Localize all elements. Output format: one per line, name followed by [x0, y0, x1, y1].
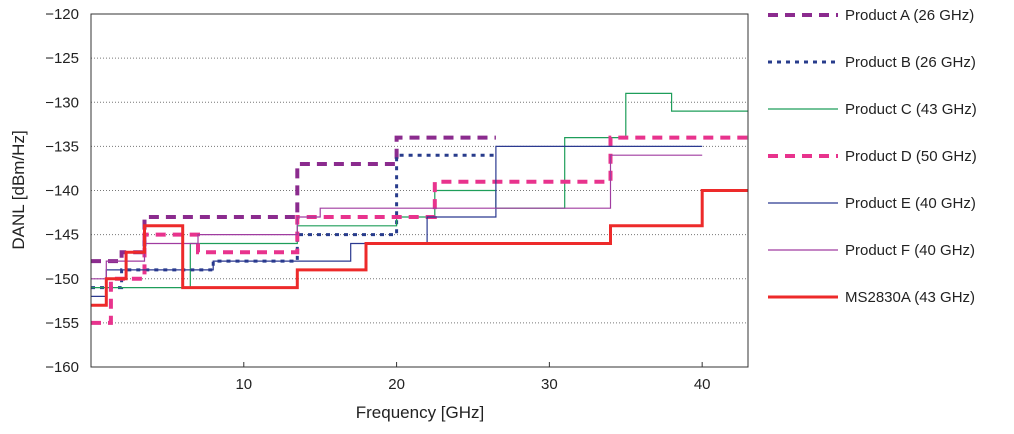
legend-label: MS2830A (43 GHz) — [845, 289, 975, 306]
y-tick-label: −135 — [45, 138, 79, 155]
legend-label: Product D (50 GHz) — [845, 148, 977, 165]
y-tick-label: −145 — [45, 227, 79, 244]
y-tick-label: −130 — [45, 94, 79, 111]
y-tick-label: −140 — [45, 183, 79, 200]
x-axis-title: Frequency [GHz] — [356, 403, 485, 422]
x-tick-labels: 10 20 30 40 — [235, 376, 710, 393]
x-tick-label: 40 — [694, 376, 711, 393]
legend-label: Product A (26 GHz) — [845, 7, 974, 24]
y-tick-label: −120 — [45, 6, 79, 23]
legend-label: Product F (40 GHz) — [845, 242, 975, 259]
legend-label: Product C (43 GHz) — [845, 101, 977, 118]
plot-frame — [90, 13, 749, 368]
legend: Product A (26 GHz) Product B (26 GHz) Prod… — [768, 7, 977, 306]
y-tick-label: −155 — [45, 315, 79, 332]
x-tick-label: 20 — [388, 376, 405, 393]
y-tick-labels: −120 −125 −130 −135 −140 −145 −150 −155 −160 — [45, 6, 79, 376]
y-axis-title: DANL [dBm/Hz] — [9, 130, 28, 249]
x-tick-label: 30 — [541, 376, 558, 393]
plot-background — [91, 14, 748, 367]
y-tick-label: −125 — [45, 50, 79, 67]
legend-label: Product B (26 GHz) — [845, 54, 976, 71]
series-line — [91, 135, 496, 264]
grid-lines — [91, 57, 748, 367]
y-tick-label: −160 — [45, 359, 79, 376]
legend-label: Product E (40 GHz) — [845, 195, 976, 212]
series-line — [91, 189, 748, 307]
series-line — [91, 154, 703, 280]
x-tick-label: 10 — [235, 376, 252, 393]
series-layer — [91, 92, 748, 325]
y-tick-label: −150 — [45, 271, 79, 288]
